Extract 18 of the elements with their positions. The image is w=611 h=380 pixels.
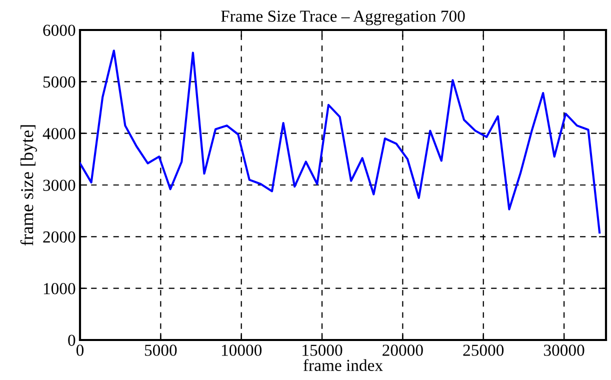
line-series xyxy=(80,50,601,234)
x-tick-label: 5000 xyxy=(144,344,177,356)
chart-title: Frame Size Trace – Aggregation 700 xyxy=(221,10,465,26)
y-tick-label: 3000 xyxy=(43,180,76,191)
x-tick-label: 15000 xyxy=(302,344,342,356)
y-tick-label: 5000 xyxy=(43,76,76,88)
x-tick-label: 0 xyxy=(76,344,84,356)
x-tick-label: 20000 xyxy=(382,344,423,356)
x-axis-title: frame index xyxy=(303,359,383,372)
y-tick-label: 4000 xyxy=(42,128,76,140)
x-tick-label: 30000 xyxy=(544,344,584,356)
y-tick-label: 6000 xyxy=(43,24,76,36)
y-tick-label: 0 xyxy=(68,334,76,346)
x-tick-label: 25000 xyxy=(463,344,504,356)
y-tick-label: 2000 xyxy=(43,231,76,243)
x-tick-label: 10000 xyxy=(222,344,262,356)
y-axis-title: frame size [byte] xyxy=(20,125,37,246)
y-tick-label: 1000 xyxy=(44,283,76,294)
